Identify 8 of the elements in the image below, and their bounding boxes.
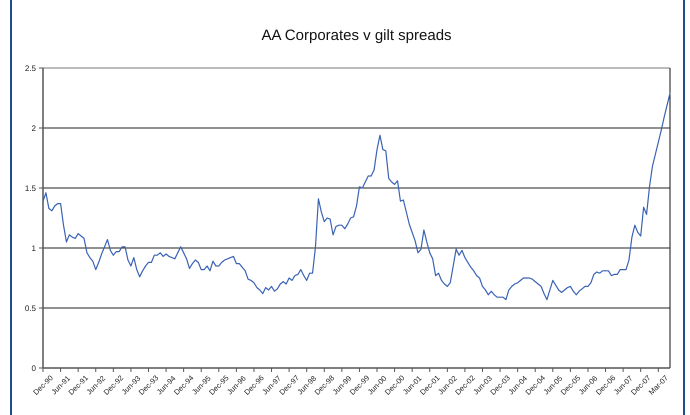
y-tick-label: 2 — [32, 124, 37, 133]
y-tick-label: 0 — [32, 364, 37, 373]
y-tick-label: 2.5 — [24, 64, 37, 73]
y-tick-label: 1 — [32, 244, 37, 253]
chart-title: AA Corporates v gilt spreads — [261, 27, 452, 44]
line-series — [42, 92, 671, 300]
y-tick-label: 0.5 — [24, 304, 37, 313]
y-tick-label: 1.5 — [24, 184, 37, 193]
